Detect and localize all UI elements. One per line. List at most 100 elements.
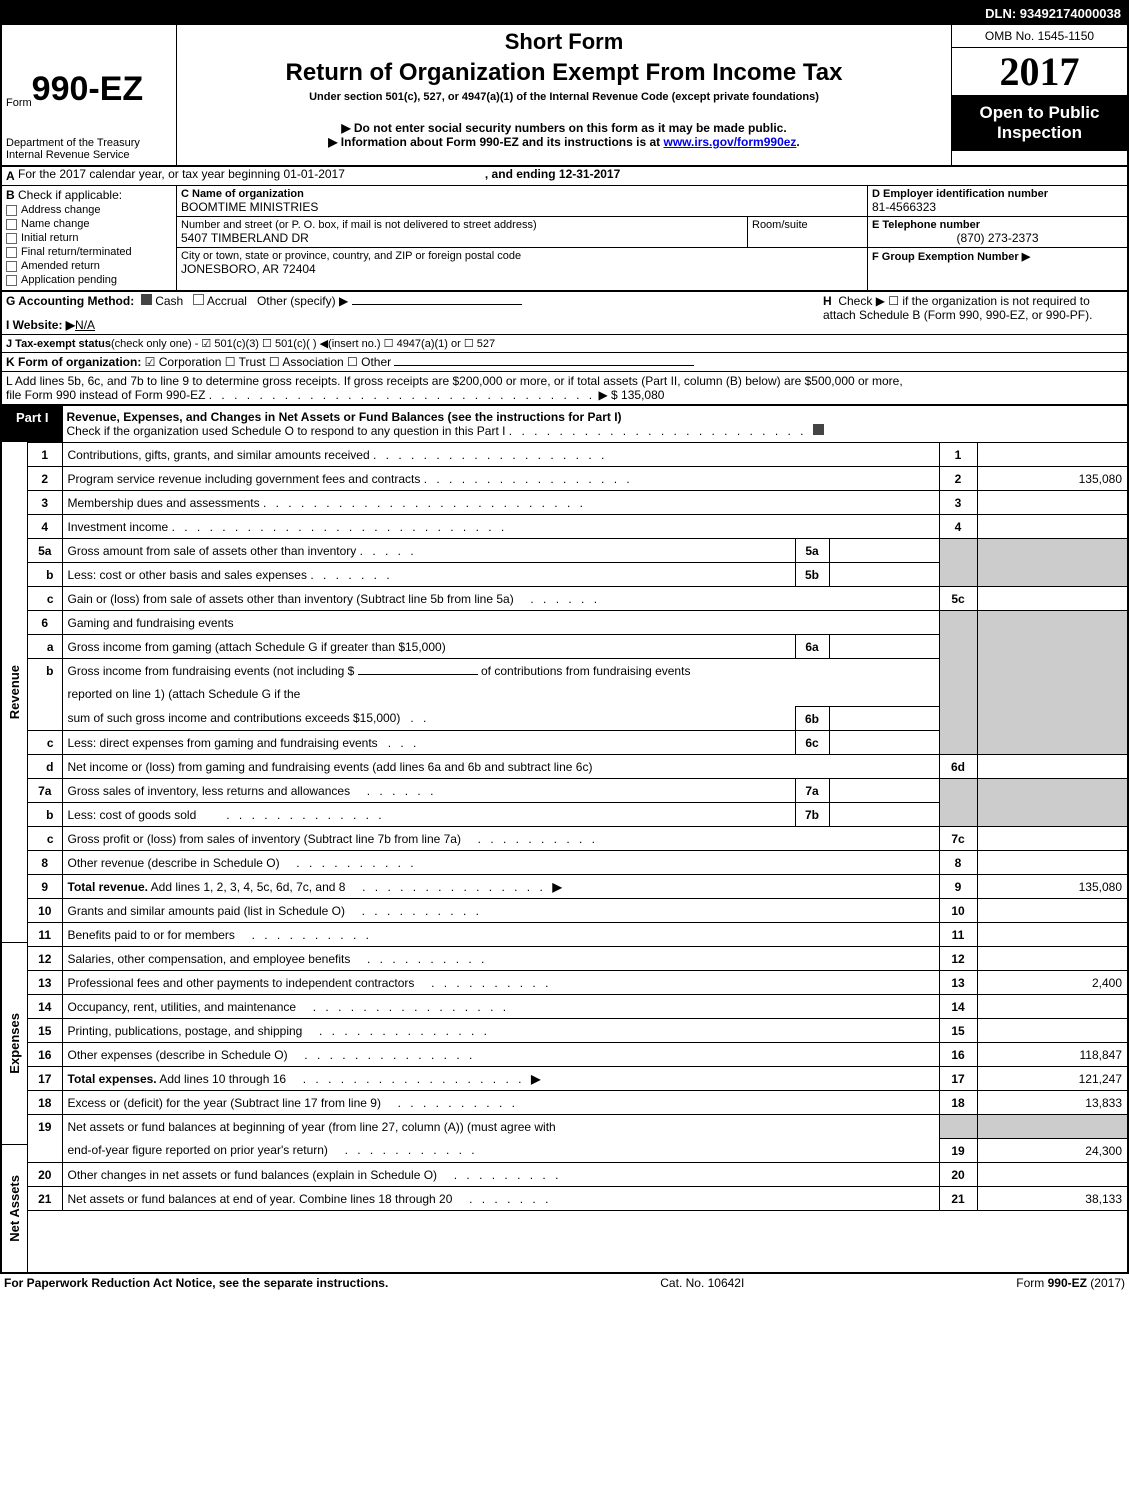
- label-b: B: [6, 188, 15, 202]
- instr-line-1: ▶ Do not enter social security numbers o…: [181, 121, 947, 135]
- city-label: City or town, state or province, country…: [181, 250, 863, 262]
- checkbox-icon: [6, 247, 17, 258]
- checkbox-icon: [6, 261, 17, 272]
- line-l: L Add lines 5b, 6c, and 7b to line 9 to …: [2, 372, 1127, 406]
- header-left: Form 990-EZ Department of the Treasury I…: [2, 25, 177, 165]
- line-7b: bLess: cost of goods sold . . . . . . . …: [28, 803, 1127, 827]
- col-b-checks: B Check if applicable: Address change Na…: [2, 186, 177, 290]
- header-block: Form 990-EZ Department of the Treasury I…: [2, 25, 1127, 167]
- line-17: 17Total expenses. Add lines 10 through 1…: [28, 1067, 1127, 1091]
- footer-catno: Cat. No. 10642I: [660, 1276, 744, 1290]
- room-suite: Room/suite: [747, 217, 867, 247]
- line-18: 18Excess or (deficit) for the year (Subt…: [28, 1091, 1127, 1115]
- part-1-table: 1Contributions, gifts, grants, and simil…: [28, 442, 1127, 1211]
- dept-treasury: Department of the Treasury: [6, 137, 172, 149]
- line-9: 9Total revenue. Total revenue. Add lines…: [28, 875, 1127, 899]
- line-20: 20Other changes in net assets or fund ba…: [28, 1163, 1127, 1187]
- label-j: J Tax-exempt status: [6, 338, 111, 350]
- instr-line-2: ▶ Information about Form 990-EZ and its …: [181, 135, 947, 149]
- line-5b: bLess: cost or other basis and sales exp…: [28, 563, 1127, 587]
- section-gh: G Accounting Method: Cash Accrual Other …: [2, 291, 1127, 335]
- line-8: 8Other revenue (describe in Schedule O) …: [28, 851, 1127, 875]
- label-g: G Accounting Method:: [6, 294, 134, 308]
- line-5a: 5aGross amount from sale of assets other…: [28, 539, 1127, 563]
- tax-year-begin: For the 2017 calendar year, or tax year …: [18, 167, 345, 185]
- line-6a: aGross income from gaming (attach Schedu…: [28, 635, 1127, 659]
- checkbox-icon: [6, 205, 17, 216]
- ein-value: 81-4566323: [872, 200, 1123, 214]
- col-c-org: C Name of organization BOOMTIME MINISTRI…: [177, 186, 867, 290]
- org-city: JONESBORO, AR 72404: [181, 262, 863, 276]
- line-6c: cLess: direct expenses from gaming and f…: [28, 731, 1127, 755]
- website-value: N/A: [75, 318, 95, 332]
- phone-value: (870) 273-2373: [872, 231, 1123, 245]
- line-19b: end-of-year figure reported on prior yea…: [28, 1139, 1127, 1163]
- value-2: 135,080: [977, 467, 1127, 491]
- label-c: C Name of organization: [181, 188, 304, 200]
- other-specify-input[interactable]: [352, 304, 522, 305]
- vlabel-revenue: Revenue: [2, 442, 28, 942]
- check-initial-return[interactable]: Initial return: [6, 232, 172, 244]
- tax-year: 2017: [952, 48, 1127, 95]
- value-9: 135,080: [977, 875, 1127, 899]
- label-i: I Website: ▶: [6, 318, 75, 332]
- label-a: A: [2, 167, 18, 185]
- fundraising-amount-input[interactable]: [358, 674, 478, 675]
- line-7c: cGross profit or (loss) from sales of in…: [28, 827, 1127, 851]
- irs-label: Internal Revenue Service: [6, 149, 172, 161]
- check-application-pending[interactable]: Application pending: [6, 274, 172, 286]
- line-4: 4Investment income . . . . . . . . . . .…: [28, 515, 1127, 539]
- col-def: D Employer identification number 81-4566…: [867, 186, 1127, 290]
- instr-2-pre: ▶ Information about Form 990-EZ and its …: [328, 135, 663, 149]
- line-5c: cGain or (loss) from sale of assets othe…: [28, 587, 1127, 611]
- check-address-change[interactable]: Address change: [6, 204, 172, 216]
- header-right: OMB No. 1545-1150 2017 Open to Public In…: [952, 25, 1127, 165]
- form-prefix: Form: [6, 97, 32, 109]
- page-footer: For Paperwork Reduction Act Notice, see …: [0, 1274, 1129, 1292]
- check-if-applicable: Check if applicable:: [18, 188, 122, 202]
- d-ein-block: D Employer identification number 81-4566…: [868, 186, 1127, 217]
- part-1-header: Part I Revenue, Expenses, and Changes in…: [2, 406, 1127, 442]
- instructions-link[interactable]: www.irs.gov/form990ez: [663, 135, 796, 149]
- footer-left: For Paperwork Reduction Act Notice, see …: [4, 1276, 388, 1290]
- header-center: Short Form Return of Organization Exempt…: [177, 25, 952, 165]
- line-13: 13Professional fees and other payments t…: [28, 971, 1127, 995]
- checkbox-icon: [193, 294, 204, 305]
- footer-right: Form 990-EZ (2017): [1016, 1276, 1125, 1290]
- line-k: K Form of organization: ☑ Corporation ☐ …: [2, 353, 1127, 372]
- tax-year-end: , and ending 12-31-2017: [485, 167, 620, 185]
- form-number: 990-EZ: [32, 70, 144, 109]
- check-amended-return[interactable]: Amended return: [6, 260, 172, 272]
- value-17: 121,247: [977, 1067, 1127, 1091]
- org-name: BOOMTIME MINISTRIES: [181, 200, 863, 214]
- label-f: F Group Exemption Number: [872, 251, 1019, 263]
- submission-date: Submission Date - 2018-06-23: [138, 2, 336, 25]
- addr-label: Number and street (or P. O. box, if mail…: [181, 219, 743, 231]
- line-21: 21Net assets or fund balances at end of …: [28, 1187, 1127, 1211]
- line-6b-1: bGross income from fundraising events (n…: [28, 659, 1127, 683]
- dln-label: DLN: 93492174000038: [979, 2, 1127, 25]
- checkbox-checked-icon: [813, 424, 824, 435]
- line-14: 14Occupancy, rent, utilities, and mainte…: [28, 995, 1127, 1019]
- line-11: 11Benefits paid to or for members . . . …: [28, 923, 1127, 947]
- label-e: E Telephone number: [872, 219, 980, 231]
- under-section: Under section 501(c), 527, or 4947(a)(1)…: [181, 91, 947, 103]
- line-1: 1Contributions, gifts, grants, and simil…: [28, 443, 1127, 467]
- check-final-return[interactable]: Final return/terminated: [6, 246, 172, 258]
- line-j: J Tax-exempt status(check only one) - ☑ …: [2, 335, 1127, 353]
- gross-receipts-amt: ▶ $ 135,080: [598, 388, 664, 402]
- line-6d: dNet income or (loss) from gaming and fu…: [28, 755, 1127, 779]
- line-6b-2: reported on line 1) (attach Schedule G i…: [28, 683, 1127, 707]
- part-1-body: Revenue Expenses Net Assets 1Contributio…: [2, 442, 1127, 1272]
- value-13: 2,400: [977, 971, 1127, 995]
- topbar-fill: [336, 2, 980, 25]
- c-city-block: City or town, state or province, country…: [177, 248, 867, 278]
- line-12: 12Salaries, other compensation, and empl…: [28, 947, 1127, 971]
- top-bar: efile GRAPHIC print Submission Date - 20…: [2, 2, 1127, 25]
- e-phone-block: E Telephone number (870) 273-2373: [868, 217, 1127, 248]
- other-org-input[interactable]: [394, 365, 694, 366]
- check-name-change[interactable]: Name change: [6, 218, 172, 230]
- value-18: 13,833: [977, 1091, 1127, 1115]
- checkbox-icon: [6, 233, 17, 244]
- line-6b-3: sum of such gross income and contributio…: [28, 707, 1127, 731]
